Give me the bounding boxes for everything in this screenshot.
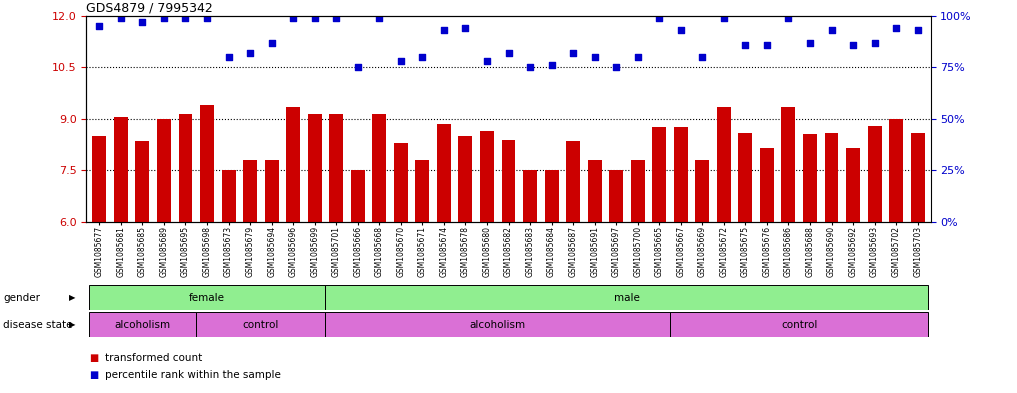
Point <box>780 15 796 21</box>
Text: ▶: ▶ <box>69 293 75 302</box>
Bar <box>480 131 494 222</box>
Point <box>695 54 711 60</box>
Point <box>500 50 517 56</box>
Bar <box>200 105 214 222</box>
Text: control: control <box>781 320 818 330</box>
Bar <box>760 148 774 222</box>
Bar <box>781 107 795 222</box>
Bar <box>157 119 171 222</box>
Bar <box>501 140 516 222</box>
Point <box>134 19 151 25</box>
Bar <box>264 160 279 222</box>
Point <box>435 27 452 33</box>
Point <box>479 58 495 64</box>
Point <box>328 15 345 21</box>
Bar <box>93 136 107 222</box>
Bar <box>674 127 687 222</box>
Bar <box>135 141 149 222</box>
Point <box>414 54 430 60</box>
Bar <box>243 160 257 222</box>
Point <box>92 23 108 29</box>
Bar <box>670 312 929 337</box>
Point <box>651 15 667 21</box>
Point <box>845 42 861 48</box>
Point <box>608 64 624 70</box>
Bar <box>566 141 580 222</box>
Point <box>199 15 216 21</box>
Point <box>263 39 280 46</box>
Point <box>221 54 237 60</box>
Point <box>672 27 689 33</box>
Bar <box>523 171 537 222</box>
Text: control: control <box>243 320 279 330</box>
Bar <box>437 124 451 222</box>
Bar <box>325 285 929 310</box>
Bar <box>222 171 236 222</box>
Point <box>458 25 474 31</box>
Point <box>587 54 603 60</box>
Text: ■: ■ <box>89 370 99 380</box>
Point <box>306 15 322 21</box>
Text: alcoholism: alcoholism <box>470 320 526 330</box>
Point <box>716 15 732 21</box>
Point <box>565 50 582 56</box>
Point <box>393 58 409 64</box>
Bar <box>609 171 623 222</box>
Point <box>909 27 925 33</box>
Point <box>522 64 538 70</box>
Bar <box>88 285 325 310</box>
Bar <box>286 107 300 222</box>
Bar <box>196 312 325 337</box>
Bar <box>325 312 670 337</box>
Bar <box>179 114 192 222</box>
Text: GDS4879 / 7995342: GDS4879 / 7995342 <box>86 2 214 15</box>
Bar <box>459 136 473 222</box>
Bar <box>415 160 429 222</box>
Bar <box>910 133 924 222</box>
Bar <box>825 133 838 222</box>
Point <box>888 25 904 31</box>
Point <box>113 15 129 21</box>
Text: alcoholism: alcoholism <box>114 320 171 330</box>
Bar <box>308 114 321 222</box>
Bar <box>696 160 709 222</box>
Point <box>371 15 387 21</box>
Bar <box>868 126 882 222</box>
Text: percentile rank within the sample: percentile rank within the sample <box>105 370 281 380</box>
Text: gender: gender <box>3 292 40 303</box>
Bar <box>114 117 128 222</box>
Bar <box>588 160 602 222</box>
Point <box>177 15 193 21</box>
Text: female: female <box>189 292 225 303</box>
Point <box>242 50 258 56</box>
Point <box>285 15 301 21</box>
Point <box>866 39 883 46</box>
Bar <box>394 143 408 222</box>
Point <box>350 64 366 70</box>
Text: disease state: disease state <box>3 320 72 330</box>
Bar <box>88 312 196 337</box>
Point <box>759 42 775 48</box>
Bar <box>631 160 645 222</box>
Bar <box>803 134 817 222</box>
Point <box>801 39 818 46</box>
Bar <box>330 114 343 222</box>
Text: ▶: ▶ <box>69 320 75 329</box>
Point <box>737 42 754 48</box>
Bar <box>846 148 860 222</box>
Text: transformed count: transformed count <box>105 353 202 363</box>
Bar <box>889 119 903 222</box>
Point <box>630 54 646 60</box>
Text: ■: ■ <box>89 353 99 363</box>
Bar <box>351 171 365 222</box>
Bar <box>544 171 558 222</box>
Text: male: male <box>614 292 640 303</box>
Bar <box>652 127 666 222</box>
Point <box>543 62 559 68</box>
Point <box>156 15 172 21</box>
Bar <box>717 107 731 222</box>
Bar <box>738 133 753 222</box>
Bar <box>372 114 386 222</box>
Point <box>824 27 840 33</box>
